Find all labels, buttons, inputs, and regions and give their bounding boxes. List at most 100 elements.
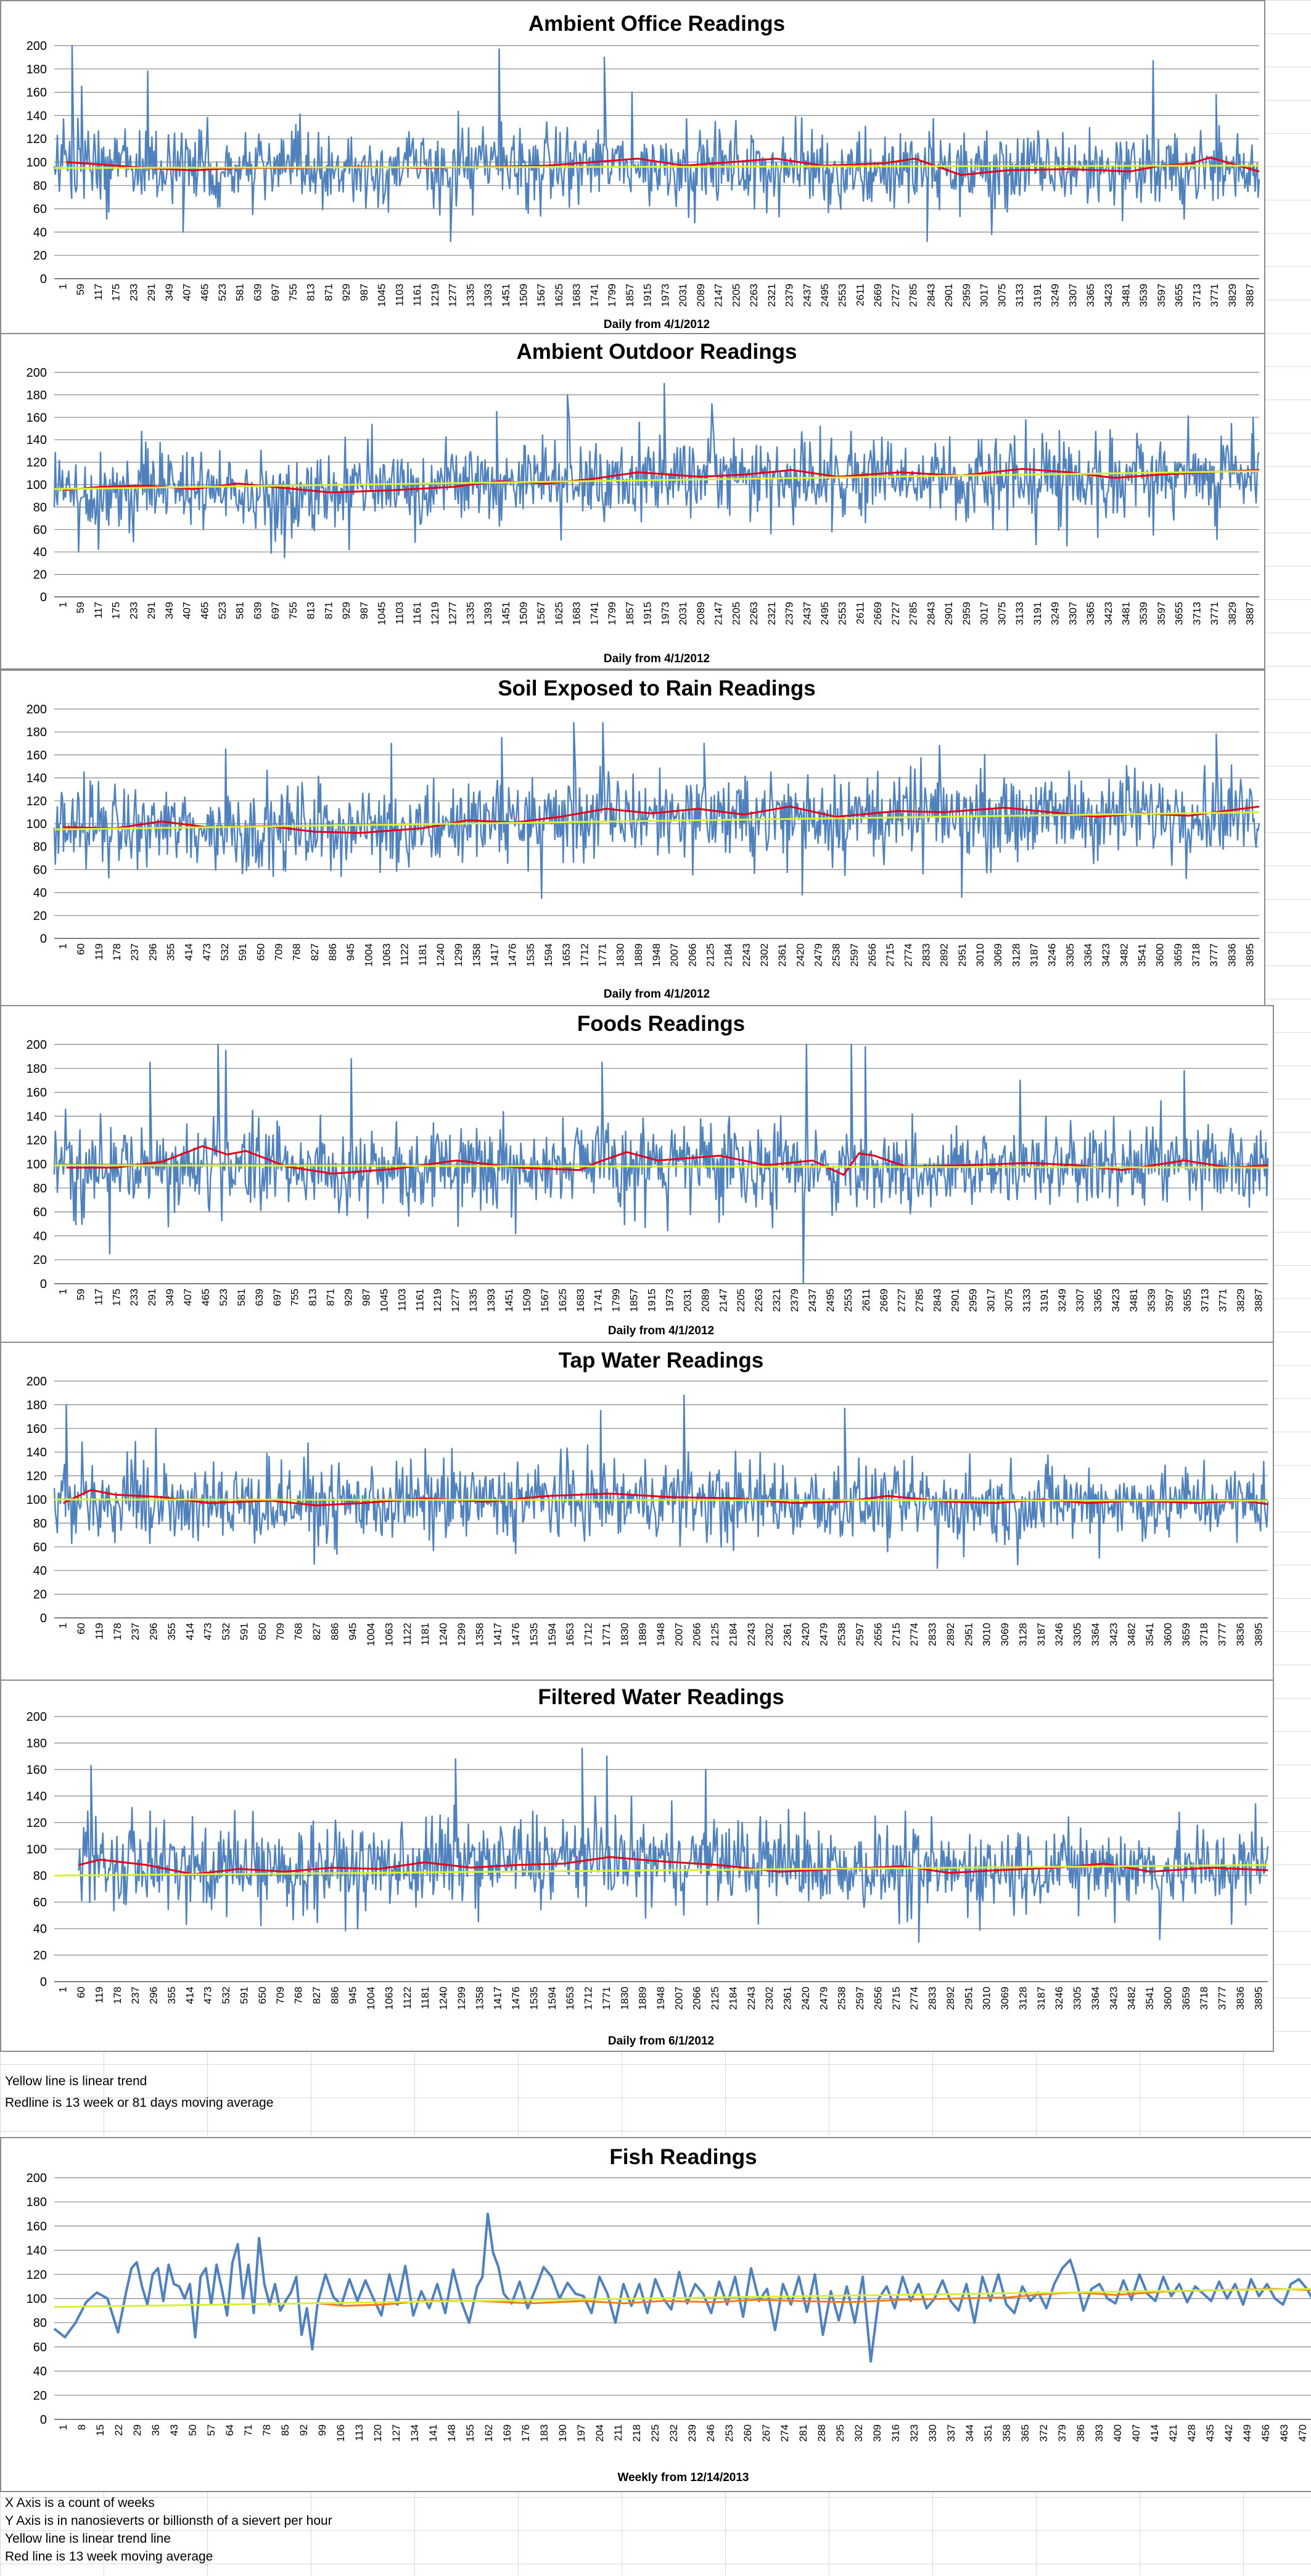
x-tick-label: 239 (686, 2424, 698, 2442)
x-tick-label: 267 (760, 2424, 772, 2442)
x-tick-label: 1771 (597, 943, 609, 967)
x-tick-label: 225 (649, 2424, 661, 2442)
x-tick-label: 1417 (489, 943, 501, 967)
x-tick-label: 2302 (758, 943, 770, 967)
x-tick-label: 871 (325, 1289, 337, 1306)
chart-panel-ambient-office[interactable]: 0 20 40 60 80 100 120 140 160 180 200 Ambient Offic… (0, 0, 1265, 334)
x-tick-label: 3128 (1017, 1987, 1029, 2010)
x-tick-label: 237 (129, 943, 141, 961)
chart-panel-tap-water[interactable]: 0 20 40 60 80 100 120 140 160 180 200 Tap Water Rea… (0, 1342, 1274, 1681)
x-tick-label: 929 (340, 284, 352, 301)
x-tick-label: 3481 (1128, 1289, 1140, 1312)
x-tick-label: 1335 (467, 1289, 479, 1312)
x-tick-label: 3017 (979, 284, 990, 307)
x-tick-label: 64 (224, 2424, 236, 2436)
y-tick-label: 120 (27, 2268, 47, 2282)
x-tick-label: 1451 (503, 1289, 515, 1312)
y-tick-label: 140 (27, 772, 47, 786)
x-tick-label: 2843 (932, 1289, 943, 1312)
x-tick-label: 1857 (628, 1289, 640, 1312)
x-tick-label: 120 (372, 2424, 384, 2442)
x-tick-label: 2263 (748, 284, 760, 307)
y-tick-label: 0 (40, 591, 47, 604)
x-tick-label: 2007 (668, 943, 680, 967)
x-tick-label: 2007 (673, 1987, 684, 2010)
series-readings-ambient-outdoor-readings (53, 383, 1260, 559)
x-tick-label: 349 (164, 1289, 176, 1306)
x-tick-label: 3713 (1199, 1289, 1211, 1312)
x-tick-label: 1683 (571, 284, 583, 307)
chart-panel-fish[interactable]: 0 20 40 60 80 100 120 140 160 180 200 Fish Readings… (0, 2137, 1311, 2492)
x-tick-label: 3895 (1252, 1623, 1264, 1646)
x-tick-label: 2833 (920, 943, 932, 967)
x-tick-label: 886 (327, 943, 339, 961)
x-tick-label: 178 (112, 1623, 123, 1640)
x-tick-label: 3133 (1014, 284, 1025, 307)
y-tick-label: 80 (33, 840, 47, 854)
x-tick-label: 3249 (1050, 602, 1061, 625)
x-tick-label: 1063 (383, 1623, 395, 1646)
x-tick-label: 3423 (1110, 1289, 1122, 1312)
x-tick-label: 591 (238, 1987, 250, 2004)
x-tick-label: 50 (187, 2424, 199, 2436)
chart-panel-filtered-water[interactable]: 0 20 40 60 80 100 120 140 160 180 200 Filtered Wate… (0, 1680, 1274, 2052)
x-tick-label: 178 (111, 943, 123, 961)
x-tick-label: 2901 (943, 602, 955, 625)
y-tick-label: 0 (40, 1612, 47, 1625)
x-tick-label: 442 (1223, 2424, 1235, 2442)
x-tick-label: 3187 (1035, 1987, 1047, 2010)
x-tick-label: 414 (1149, 2424, 1161, 2442)
x-tick-label: 414 (184, 1623, 195, 1640)
chart-panel-foods[interactable]: 0 20 40 60 80 100 120 140 160 180 200 Foods Reading… (0, 1005, 1274, 1343)
x-tick-label: 639 (252, 284, 263, 301)
chart-panel-ambient-outdoor[interactable]: 0 20 40 60 80 100 120 140 160 180 200 Ambient Outdo… (0, 333, 1265, 670)
x-tick-label: 2656 (866, 943, 878, 967)
y-tick-label: 60 (33, 1896, 47, 1909)
x-tick-label: 291 (146, 602, 157, 619)
x-tick-label: 3771 (1209, 284, 1220, 307)
x-tick-label: 2089 (699, 1289, 711, 1312)
x-tick-label: 3829 (1235, 1289, 1247, 1312)
x-tick-label: 1535 (525, 943, 536, 967)
y-tick-label: 160 (27, 2220, 47, 2233)
x-tick-label: 127 (390, 2424, 402, 2442)
x-tick-label: 1161 (411, 602, 423, 625)
x-tick-label: 22 (113, 2424, 125, 2436)
x-tick-label: 3655 (1173, 284, 1185, 307)
y-tick-label: 180 (27, 2196, 47, 2209)
x-tick-label: 3246 (1053, 1623, 1065, 1646)
x-tick-label: 1045 (376, 284, 388, 307)
x-tick-label: 1973 (659, 602, 671, 625)
x-tick-label: 3829 (1227, 602, 1238, 625)
x-tick-label: 2321 (766, 284, 778, 307)
x-tick-label: 1594 (546, 1623, 558, 1646)
x-tick-label: 3246 (1053, 1987, 1065, 2010)
x-tick-label: 2007 (673, 1623, 684, 1646)
x-tick-label: 407 (181, 602, 193, 619)
x-tick-label: 2205 (735, 1289, 747, 1312)
x-tick-label: 1889 (637, 1623, 649, 1646)
x-tick-label: 1451 (500, 602, 512, 625)
series-readings-filtered-water-readings (78, 1747, 1269, 1943)
y-tick-label: 60 (33, 2340, 47, 2354)
series-readings-ambient-office-readings (53, 44, 1260, 242)
x-tick-label: 2125 (709, 1623, 721, 1646)
x-tick-label: 886 (329, 1623, 340, 1640)
x-tick-label: 2727 (896, 1289, 908, 1312)
x-tick-label: 3307 (1067, 602, 1079, 625)
x-tick-label: 945 (347, 1987, 359, 2004)
x-tick-label: 3777 (1208, 943, 1220, 967)
x-tick-label: 3010 (981, 1987, 993, 2010)
chart-panel-soil-rain[interactable]: 0 20 40 60 80 100 120 140 160 180 200 Soil Exposed … (0, 670, 1265, 1006)
x-tick-label: 3249 (1050, 284, 1061, 307)
x-tick-label: 59 (75, 602, 86, 613)
y-tick-label: 100 (27, 1843, 47, 1856)
x-tick-label: 337 (945, 2424, 957, 2442)
x-tick-label: 532 (219, 943, 231, 961)
x-tick-label: 3541 (1144, 1623, 1156, 1646)
trend-line-ambient-office-readings (54, 165, 1260, 169)
y-tick-label: 160 (27, 749, 47, 762)
x-tick-label: 2379 (789, 1289, 800, 1312)
x-tick-label: 987 (358, 602, 370, 619)
